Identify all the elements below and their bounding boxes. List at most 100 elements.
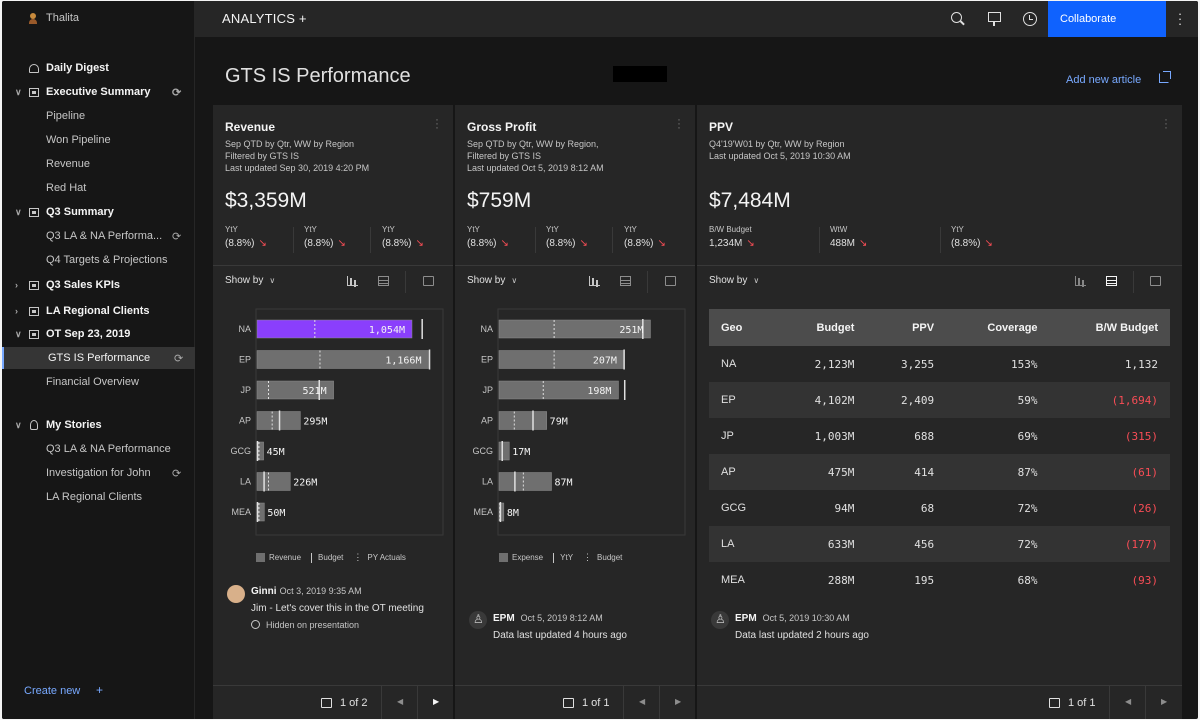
table-cell: 1,132 [1124,357,1158,371]
sidebar-item-label: Investigation for John [46,467,151,479]
chevron-down-icon[interactable]: ∨ [15,328,22,339]
metric-yty: YtY (8.8%) ↘ [225,225,267,249]
history-icon[interactable] [1022,11,1038,27]
category-label: JP [482,385,493,395]
sidebar-item-red-hat[interactable]: Red Hat [2,177,195,199]
plus-icon[interactable]: + [96,683,104,697]
comment-icon[interactable] [665,276,676,286]
chevron-down-icon[interactable]: ∨ [15,419,22,430]
bar-chart-icon[interactable] [347,276,358,286]
sidebar-item-la-regional-clients[interactable]: › LA Regional Clients [2,300,195,322]
table-cell: (1,694) [1049,382,1170,418]
dashboard-icon [29,87,39,97]
card-menu-icon[interactable]: · · · [677,112,681,134]
table-cell: 475M [777,454,867,490]
sidebar-item-la-regional-clients[interactable]: LA Regional Clients [2,486,195,508]
comment-icon[interactable] [1150,276,1161,286]
show-by-dropdown[interactable]: Show by ∨ [225,275,275,286]
table-row[interactable]: EP 4,102M 2,409 59% (1,694) [709,382,1170,418]
previous-arrow-icon[interactable]: ◀ [397,697,404,706]
sync-icon: ⟳ [172,230,182,243]
sidebar-item-gts-is-performance[interactable]: GTS IS Performance ⟳ [2,347,195,369]
previous-arrow-icon[interactable]: ◀ [1125,697,1132,706]
table-cell: 688 [914,429,935,443]
table-cell: 69% [1017,429,1038,443]
sidebar-item-daily-digest[interactable]: Daily Digest [2,57,195,79]
table-row[interactable]: JP 1,003M 688 69% (315) [709,418,1170,454]
table-cell: MEA [721,574,745,586]
bar [256,472,291,491]
chevron-right-icon[interactable]: › [15,280,18,290]
table-row[interactable]: GCG 94M 68 72% (26) [709,490,1170,526]
next-arrow-icon[interactable]: ▶ [675,697,682,706]
search-icon[interactable] [950,11,966,27]
user-profile[interactable]: Thalita [28,12,79,24]
add-article-link[interactable]: Add new article [1066,74,1142,86]
present-icon[interactable] [986,11,1002,27]
sidebar-item-investigation-for-john[interactable]: Investigation for John ⟳ [2,462,195,484]
table-cell: 633M [777,526,867,562]
page-title: GTS IS Performance [225,65,411,87]
epm-avatar [711,611,729,629]
sidebar-item-revenue[interactable]: Revenue [2,153,195,175]
sync-icon: ⟳ [172,467,182,480]
column-header[interactable]: B/W Budget [1049,309,1170,346]
column-header[interactable]: PPV [866,309,947,346]
data-label: 8M [507,508,519,519]
table-row[interactable]: NA 2,123M 3,255 153% 1,132 [709,346,1170,382]
sidebar-item-ot-sep-23-2019[interactable]: ∨ OT Sep 23, 2019 [2,323,195,345]
metric-value: (8.8%) [951,238,981,249]
card-footer: 1 of 1 ◀ ▶ [697,685,1182,719]
divider [647,271,648,293]
table-row[interactable]: MEA 288M 195 68% (93) [709,562,1170,598]
comment-text: Data last updated 4 hours ago [493,630,627,641]
sidebar-item-label: LA Regional Clients [46,491,143,503]
chevron-down-icon[interactable]: ∨ [15,206,22,217]
column-header[interactable]: Coverage [946,309,1050,346]
sidebar-item-q3-la-na-performance[interactable]: Q3 LA & NA Performance [2,438,195,460]
next-arrow-icon[interactable]: ▶ [1161,697,1168,706]
sidebar-item-my-stories[interactable]: ∨ My Stories [2,414,195,436]
column-header[interactable]: Geo [709,309,778,346]
sidebar-item-q3-la-na-performa[interactable]: Q3 LA & NA Performa... ⟳ [2,225,195,247]
comment-icon[interactable] [423,276,434,286]
sidebar-item-label: Q3 Sales KPIs [46,279,120,291]
app-brand[interactable]: ANALYTICS + [222,11,307,26]
chevron-down-icon[interactable]: ∨ [15,86,22,97]
table-row[interactable]: AP 475M 414 87% (61) [709,454,1170,490]
table-icon[interactable] [620,276,631,286]
chevron-right-icon[interactable]: › [15,306,18,316]
table-icon[interactable] [1106,276,1117,286]
card-menu-icon[interactable]: · · · [1164,112,1168,134]
sidebar-item-q3-summary[interactable]: ∨ Q3 Summary [2,201,195,223]
sidebar-item-executive-summary[interactable]: ∨ Executive Summary ⟳ [2,81,195,103]
bar-chart-icon[interactable] [589,276,600,286]
sidebar-item-label: My Stories [46,419,102,431]
divider [1133,271,1134,293]
previous-arrow-icon[interactable]: ◀ [639,697,646,706]
create-new-link[interactable]: Create new [24,685,81,697]
sidebar-item-financial-overview[interactable]: Financial Overview [2,371,195,393]
comment-time: Oct 5, 2019 8:12 AM [520,613,603,623]
sidebar-item-won-pipeline[interactable]: Won Pipeline [2,129,195,151]
sidebar-item-pipeline[interactable]: Pipeline [2,105,195,127]
bar-chart-icon[interactable] [1075,276,1086,286]
overflow-menu-icon[interactable]: · · · [1177,6,1183,31]
next-arrow-icon[interactable]: ▶ [433,697,440,706]
data-label: 1,054M [369,325,405,336]
sidebar-item-label: Q3 LA & NA Performance [46,443,171,455]
column-header[interactable]: Budget [777,309,867,346]
collaborate-button[interactable]: Collaborate [1048,1,1166,37]
sidebar-item-q3-sales-kpis[interactable]: › Q3 Sales KPIs [2,274,195,296]
table-row[interactable]: LA 633M 456 72% (177) [709,526,1170,562]
table-icon[interactable] [378,276,389,286]
arrow-down-icon: ↘ [258,238,267,249]
card-menu-icon[interactable]: · · · [435,112,439,134]
data-label: 87M [555,478,573,489]
expand-icon[interactable] [1159,71,1171,83]
show-by-dropdown[interactable]: Show by ∨ [467,275,517,286]
metric-value: (8.8%) [624,238,654,249]
legend-yty-marker [553,552,555,563]
sidebar-item-q4-targets-projections[interactable]: Q4 Targets & Projections [2,249,195,271]
show-by-dropdown[interactable]: Show by ∨ [709,275,759,286]
